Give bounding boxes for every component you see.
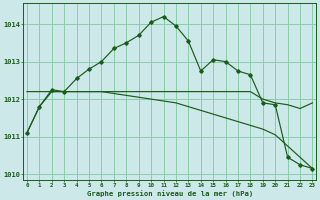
X-axis label: Graphe pression niveau de la mer (hPa): Graphe pression niveau de la mer (hPa) <box>87 190 253 197</box>
